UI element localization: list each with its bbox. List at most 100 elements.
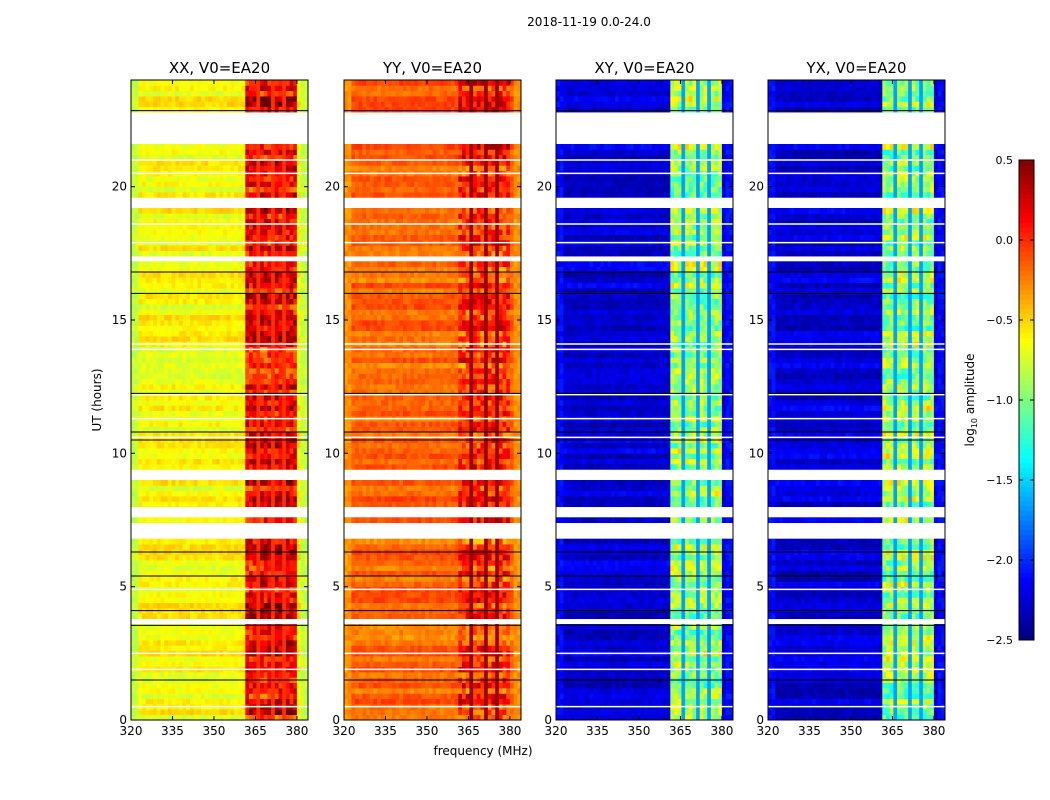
heatmap-cell xyxy=(215,624,220,630)
heatmap-cell xyxy=(193,320,198,326)
heatmap-cell xyxy=(256,501,261,508)
heatmap-cell xyxy=(182,565,187,572)
heatmap-cell xyxy=(304,144,309,150)
heatmap-cell xyxy=(138,597,143,604)
heatmap-cell xyxy=(245,336,250,342)
heatmap-cell xyxy=(245,80,250,86)
heatmap-cell xyxy=(208,565,213,572)
heatmap-cell xyxy=(304,581,309,588)
heatmap-cell xyxy=(186,501,191,508)
heatmap-cell xyxy=(186,421,191,428)
heatmap-cell xyxy=(190,613,195,620)
heatmap-cell xyxy=(182,554,187,561)
heatmap-cell xyxy=(149,309,154,316)
heatmap-cell xyxy=(252,661,257,668)
heatmap-cell xyxy=(256,458,261,465)
heatmap-cell xyxy=(197,314,202,321)
heatmap-cell xyxy=(160,213,165,220)
heatmap-cell xyxy=(267,640,272,646)
heatmap-cell xyxy=(260,277,265,284)
heatmap-cell xyxy=(193,464,198,470)
heatmap-cell xyxy=(285,213,290,220)
heatmap-cell xyxy=(256,432,261,438)
heatmap-cell xyxy=(204,613,209,620)
heatmap-cell xyxy=(178,181,183,188)
heatmap-cell xyxy=(164,192,169,198)
heatmap-cell xyxy=(249,186,254,193)
heatmap-cell xyxy=(296,90,301,97)
heatmap-cell xyxy=(212,336,217,342)
heatmap-cell xyxy=(178,426,183,433)
heatmap-cell xyxy=(167,389,172,396)
heatmap-cell xyxy=(223,261,228,268)
heatmap-cell xyxy=(175,442,180,449)
heatmap-cell xyxy=(212,688,217,694)
heatmap-cell xyxy=(164,624,169,630)
heatmap-cell xyxy=(300,229,305,236)
heatmap-cell xyxy=(204,602,209,609)
heatmap-cell xyxy=(223,480,228,486)
heatmap-cell xyxy=(208,410,213,417)
heatmap-cell xyxy=(237,298,242,305)
heatmap-cell xyxy=(182,496,187,502)
heatmap-cell xyxy=(300,682,305,689)
heatmap-cell xyxy=(153,213,158,220)
heatmap-cell xyxy=(171,421,176,428)
heatmap-cell xyxy=(197,565,202,572)
heatmap-cell xyxy=(160,389,165,396)
heatmap-cell xyxy=(175,176,180,182)
heatmap-cell xyxy=(193,106,198,113)
heatmap-cell xyxy=(149,106,154,113)
heatmap-cell xyxy=(241,480,246,486)
heatmap-cell xyxy=(178,368,183,374)
heatmap-cell xyxy=(249,661,254,668)
heatmap-cell xyxy=(241,378,246,385)
heatmap-cell xyxy=(215,314,220,321)
heatmap-cell xyxy=(160,554,165,561)
heatmap-cell xyxy=(178,490,183,497)
heatmap-cell xyxy=(296,688,301,694)
heatmap-cell xyxy=(249,517,254,524)
heatmap-cell xyxy=(164,154,169,161)
heatmap-cell xyxy=(149,368,154,374)
heatmap-cell xyxy=(249,293,254,300)
heatmap-cell xyxy=(142,298,147,305)
heatmap-cell xyxy=(190,442,195,449)
heatmap-cell xyxy=(293,298,298,305)
heatmap-cell xyxy=(293,576,298,582)
heatmap-cell xyxy=(245,517,250,524)
heatmap-cell xyxy=(138,640,143,646)
heatmap-cell xyxy=(156,432,161,438)
heatmap-cell xyxy=(212,245,217,252)
heatmap-cell xyxy=(252,309,257,316)
heatmap-cell xyxy=(285,325,290,332)
heatmap-cell xyxy=(252,629,257,636)
heatmap-cell xyxy=(164,181,169,188)
heatmap-cell xyxy=(160,272,165,278)
heatmap-cell xyxy=(226,144,231,150)
heatmap-cell xyxy=(175,106,180,113)
heatmap-cell xyxy=(204,389,209,396)
heatmap-cell xyxy=(178,272,183,278)
heatmap-cell xyxy=(201,330,206,337)
heatmap-cell xyxy=(271,213,276,220)
heatmap-cell xyxy=(208,90,213,97)
heatmap-cell xyxy=(249,501,254,508)
heatmap-cell xyxy=(182,282,187,289)
heatmap-cell xyxy=(245,565,250,572)
heatmap-cell xyxy=(131,480,136,486)
heatmap-cell xyxy=(182,101,187,108)
heatmap-cell xyxy=(230,688,235,694)
heatmap-cell xyxy=(252,544,257,550)
heatmap-cell xyxy=(226,672,231,678)
heatmap-cell xyxy=(249,176,254,182)
heatmap-cell xyxy=(245,624,250,630)
heatmap-cell xyxy=(201,640,206,646)
heatmap-cell xyxy=(219,320,224,326)
heatmap-cell xyxy=(278,154,283,161)
heatmap-cell xyxy=(149,373,154,380)
heatmap-cell xyxy=(171,458,176,465)
heatmap-cell xyxy=(138,634,143,641)
heatmap-cell xyxy=(208,602,213,609)
heatmap-cell xyxy=(208,298,213,305)
